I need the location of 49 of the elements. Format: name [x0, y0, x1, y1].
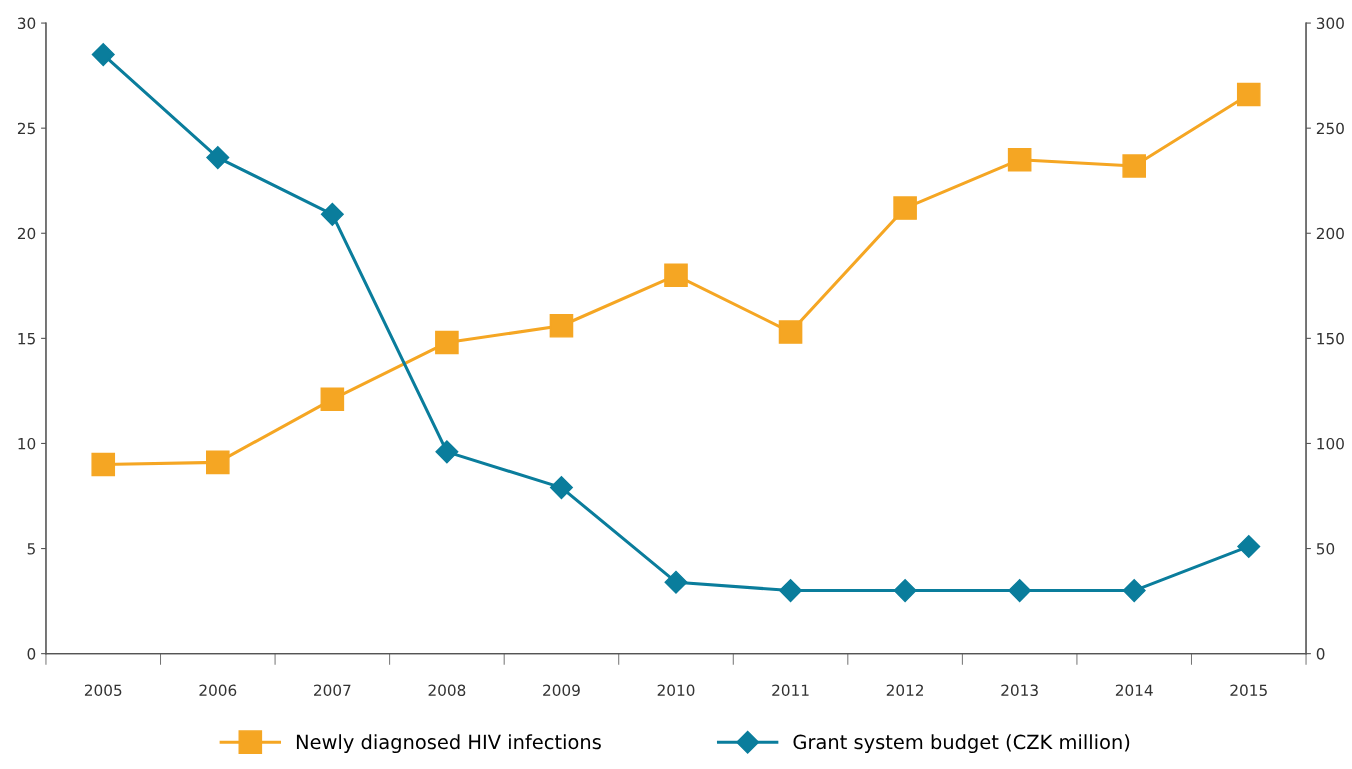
y2-tick-label: 250	[1316, 122, 1344, 135]
y-tick-label: 5	[27, 543, 35, 555]
x-tick-label: 2015	[1230, 684, 1267, 697]
x-tick-label: 2005	[84, 684, 122, 697]
point	[1122, 579, 1146, 603]
point	[91, 452, 116, 477]
point	[664, 263, 688, 288]
point	[435, 330, 459, 355]
x-tick-label: 2012	[886, 684, 924, 697]
point	[1007, 147, 1032, 172]
legend-label: Grant system budget (CZK million)	[793, 734, 1130, 754]
x-tick-label: 2010	[657, 684, 695, 697]
y2-tick-label: 100	[1317, 437, 1344, 450]
y2-tick-label: 300	[1316, 17, 1344, 30]
x-tick-label: 2006	[199, 684, 237, 697]
x-tick-label: 2009	[543, 684, 580, 697]
point	[1237, 534, 1261, 558]
x-tick-label: 2008	[428, 684, 466, 697]
x-tick-label: 2014	[1115, 684, 1153, 697]
y2-tick-label: 150	[1317, 332, 1344, 345]
y-tick-label: 10	[18, 437, 36, 450]
x-tick-label: 2013	[1001, 684, 1038, 697]
y-tick-label: 20	[17, 227, 36, 240]
y2-tick-label: 50	[1316, 543, 1335, 555]
point	[778, 320, 803, 344]
point	[893, 579, 917, 603]
point	[1236, 82, 1261, 107]
y-tick-label: 25	[17, 122, 35, 135]
point	[206, 146, 230, 170]
point	[435, 440, 459, 464]
point	[1008, 579, 1032, 603]
legend-label: Newly diagnosed HIV infections	[296, 734, 601, 754]
y2-tick-label: 0	[1316, 648, 1325, 660]
point	[549, 476, 573, 500]
y-tick-label: 30	[17, 17, 36, 30]
point	[1122, 154, 1147, 178]
point	[779, 579, 803, 603]
point	[549, 313, 574, 338]
y2-tick-label: 200	[1316, 227, 1344, 240]
point	[320, 387, 345, 412]
point	[205, 450, 230, 475]
x-tick-label: 2007	[314, 684, 351, 697]
y-tick-label: 0	[27, 648, 36, 660]
x-tick-label: 2011	[772, 684, 809, 697]
point	[320, 202, 344, 226]
point	[664, 570, 688, 594]
point	[91, 43, 115, 67]
y-tick-label: 15	[18, 333, 35, 345]
point	[893, 196, 917, 220]
